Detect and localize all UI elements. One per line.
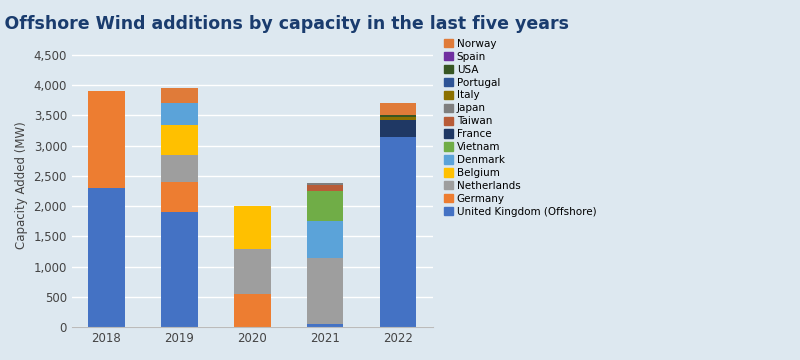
Bar <box>380 137 416 327</box>
Bar <box>234 206 270 248</box>
Bar <box>307 221 343 258</box>
Bar <box>380 120 416 137</box>
Bar <box>380 115 416 117</box>
Legend: Norway, Spain, USA, Portugal, Italy, Japan, Taiwan, France, Vietnam, Denmark, Be: Norway, Spain, USA, Portugal, Italy, Jap… <box>442 37 598 219</box>
Bar <box>234 294 270 327</box>
Bar <box>161 88 198 103</box>
Bar <box>307 191 343 221</box>
Bar <box>307 183 343 185</box>
Bar <box>307 258 343 324</box>
Bar <box>161 182 198 212</box>
Bar <box>161 125 198 155</box>
Bar <box>234 248 270 294</box>
Y-axis label: Capacity Added (MW): Capacity Added (MW) <box>15 121 28 249</box>
Bar <box>88 91 125 188</box>
Bar <box>88 188 125 327</box>
Bar <box>161 212 198 327</box>
Bar <box>161 155 198 182</box>
Bar <box>161 103 198 125</box>
Title: Global Offshore Wind additions by capacity in the last five years: Global Offshore Wind additions by capaci… <box>0 15 569 33</box>
Bar <box>380 103 416 115</box>
Bar <box>307 185 343 191</box>
Bar <box>380 117 416 120</box>
Bar <box>307 324 343 327</box>
